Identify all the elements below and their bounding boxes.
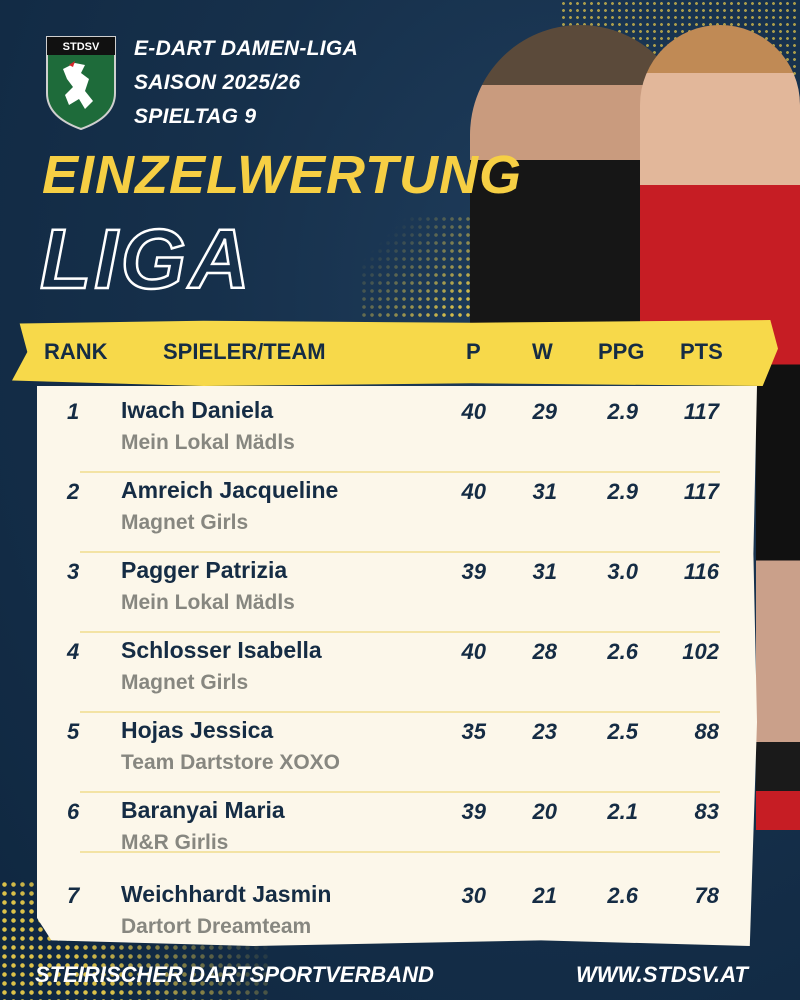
column-header-rank: RANK — [44, 339, 108, 364]
row-divider — [80, 471, 720, 473]
table-row: 5 Hojas Jessica Team Dartstore XOXO 35 2… — [0, 711, 800, 793]
table-row: 4 Schlosser Isabella Magnet Girls 40 28 … — [0, 631, 800, 713]
page-title: EINZELWERTUNG — [42, 145, 523, 205]
rank-cell: 2 — [67, 479, 80, 504]
season-label: SAISON 2025/26 — [134, 71, 301, 94]
rank-cell: 4 — [67, 639, 80, 664]
team-name: Magnet Girls — [121, 671, 249, 694]
points-cell: 78 — [694, 883, 719, 908]
ppg-cell: 2.9 — [607, 479, 638, 504]
row-divider — [80, 631, 720, 633]
column-header-player: SPIELER/TEAM — [163, 339, 326, 364]
player-name: Baranyai Maria — [121, 797, 285, 823]
footer-organization: STEIRISCHER DARTSPORTVERBAND — [35, 962, 434, 987]
played-cell: 30 — [461, 883, 486, 908]
footer-website-link[interactable]: WWW.STDSV.AT — [576, 962, 748, 987]
rank-cell: 5 — [67, 719, 80, 744]
points-cell: 88 — [694, 719, 719, 744]
table-row: 7 Weichhardt Jasmin Dartort Dreamteam 30… — [0, 875, 800, 955]
row-divider — [80, 791, 720, 793]
column-header-ppg: PPG — [598, 339, 645, 364]
team-name: Team Dartstore XOXO — [121, 751, 341, 774]
player-name: Amreich Jacqueline — [121, 477, 339, 503]
won-cell: 31 — [532, 559, 557, 584]
player-name: Pagger Patrizia — [121, 557, 288, 583]
team-name: Magnet Girls — [121, 511, 249, 534]
team-name: M&R Girlis — [121, 831, 229, 854]
ppg-cell: 2.6 — [607, 639, 638, 664]
standings-table-body — [37, 386, 757, 946]
table-row: 2 Amreich Jacqueline Magnet Girls 40 31 … — [0, 471, 800, 553]
table-header-band — [12, 320, 778, 386]
ppg-cell: 2.5 — [607, 719, 638, 744]
player-name: Schlosser Isabella — [121, 637, 322, 663]
column-header-pts: PTS — [680, 339, 723, 364]
points-cell: 116 — [683, 559, 719, 584]
won-cell: 20 — [532, 799, 557, 824]
table-row: 3 Pagger Patrizia Mein Lokal Mädls 39 31… — [0, 551, 800, 633]
played-cell: 40 — [461, 639, 486, 664]
row-divider — [80, 851, 720, 853]
matchday-label: SPIELTAG 9 — [134, 105, 257, 128]
rank-cell: 1 — [67, 399, 80, 424]
column-header-p: P — [466, 339, 481, 364]
player-photo-2-lower — [756, 340, 800, 830]
points-cell: 117 — [683, 399, 719, 424]
table-header-row: RANK SPIELER/TEAM P W PPG PTS — [0, 318, 800, 386]
table-row: 6 Baranyai Maria M&R Girlis 39 20 2.1 83 — [0, 791, 800, 871]
league-name: E-DART DAMEN-LIGA — [134, 37, 359, 60]
ppg-cell: 3.0 — [607, 559, 638, 584]
halftone-decoration-mid — [360, 215, 490, 320]
won-cell: 23 — [532, 719, 557, 744]
won-cell: 21 — [532, 883, 557, 908]
played-cell: 39 — [461, 559, 486, 584]
played-cell: 35 — [461, 719, 486, 744]
played-cell: 40 — [461, 399, 486, 424]
won-cell: 28 — [532, 639, 557, 664]
column-header-w: W — [532, 339, 553, 364]
row-divider — [80, 551, 720, 553]
player-photo-2 — [640, 25, 800, 345]
points-cell: 102 — [682, 639, 719, 664]
team-name: Dartort Dreamteam — [121, 915, 312, 938]
won-cell: 31 — [532, 479, 557, 504]
won-cell: 29 — [532, 399, 557, 424]
page-subtitle: LIGA — [39, 211, 253, 308]
ppg-cell: 2.9 — [607, 399, 638, 424]
team-name: Mein Lokal Mädls — [121, 591, 295, 614]
rank-cell: 7 — [67, 883, 80, 908]
team-name: Mein Lokal Mädls — [121, 431, 295, 454]
ppg-cell: 2.6 — [607, 883, 638, 908]
logo-text: STDSV — [63, 41, 100, 53]
player-name: Hojas Jessica — [121, 717, 274, 743]
points-cell: 117 — [683, 479, 719, 504]
rank-cell: 3 — [67, 559, 80, 584]
points-cell: 83 — [694, 799, 719, 824]
table-row: 1 Iwach Daniela Mein Lokal Mädls 40 29 2… — [0, 391, 800, 473]
stdsv-crest-logo: STDSV — [45, 35, 117, 131]
row-divider — [80, 711, 720, 713]
played-cell: 40 — [461, 479, 486, 504]
player-name: Iwach Daniela — [121, 397, 274, 423]
rank-cell: 6 — [67, 799, 80, 824]
player-name: Weichhardt Jasmin — [121, 881, 332, 907]
ppg-cell: 2.1 — [607, 799, 638, 824]
header-info: E-DART DAMEN-LIGA SAISON 2025/26 SPIELTA… — [134, 32, 358, 134]
played-cell: 39 — [461, 799, 486, 824]
